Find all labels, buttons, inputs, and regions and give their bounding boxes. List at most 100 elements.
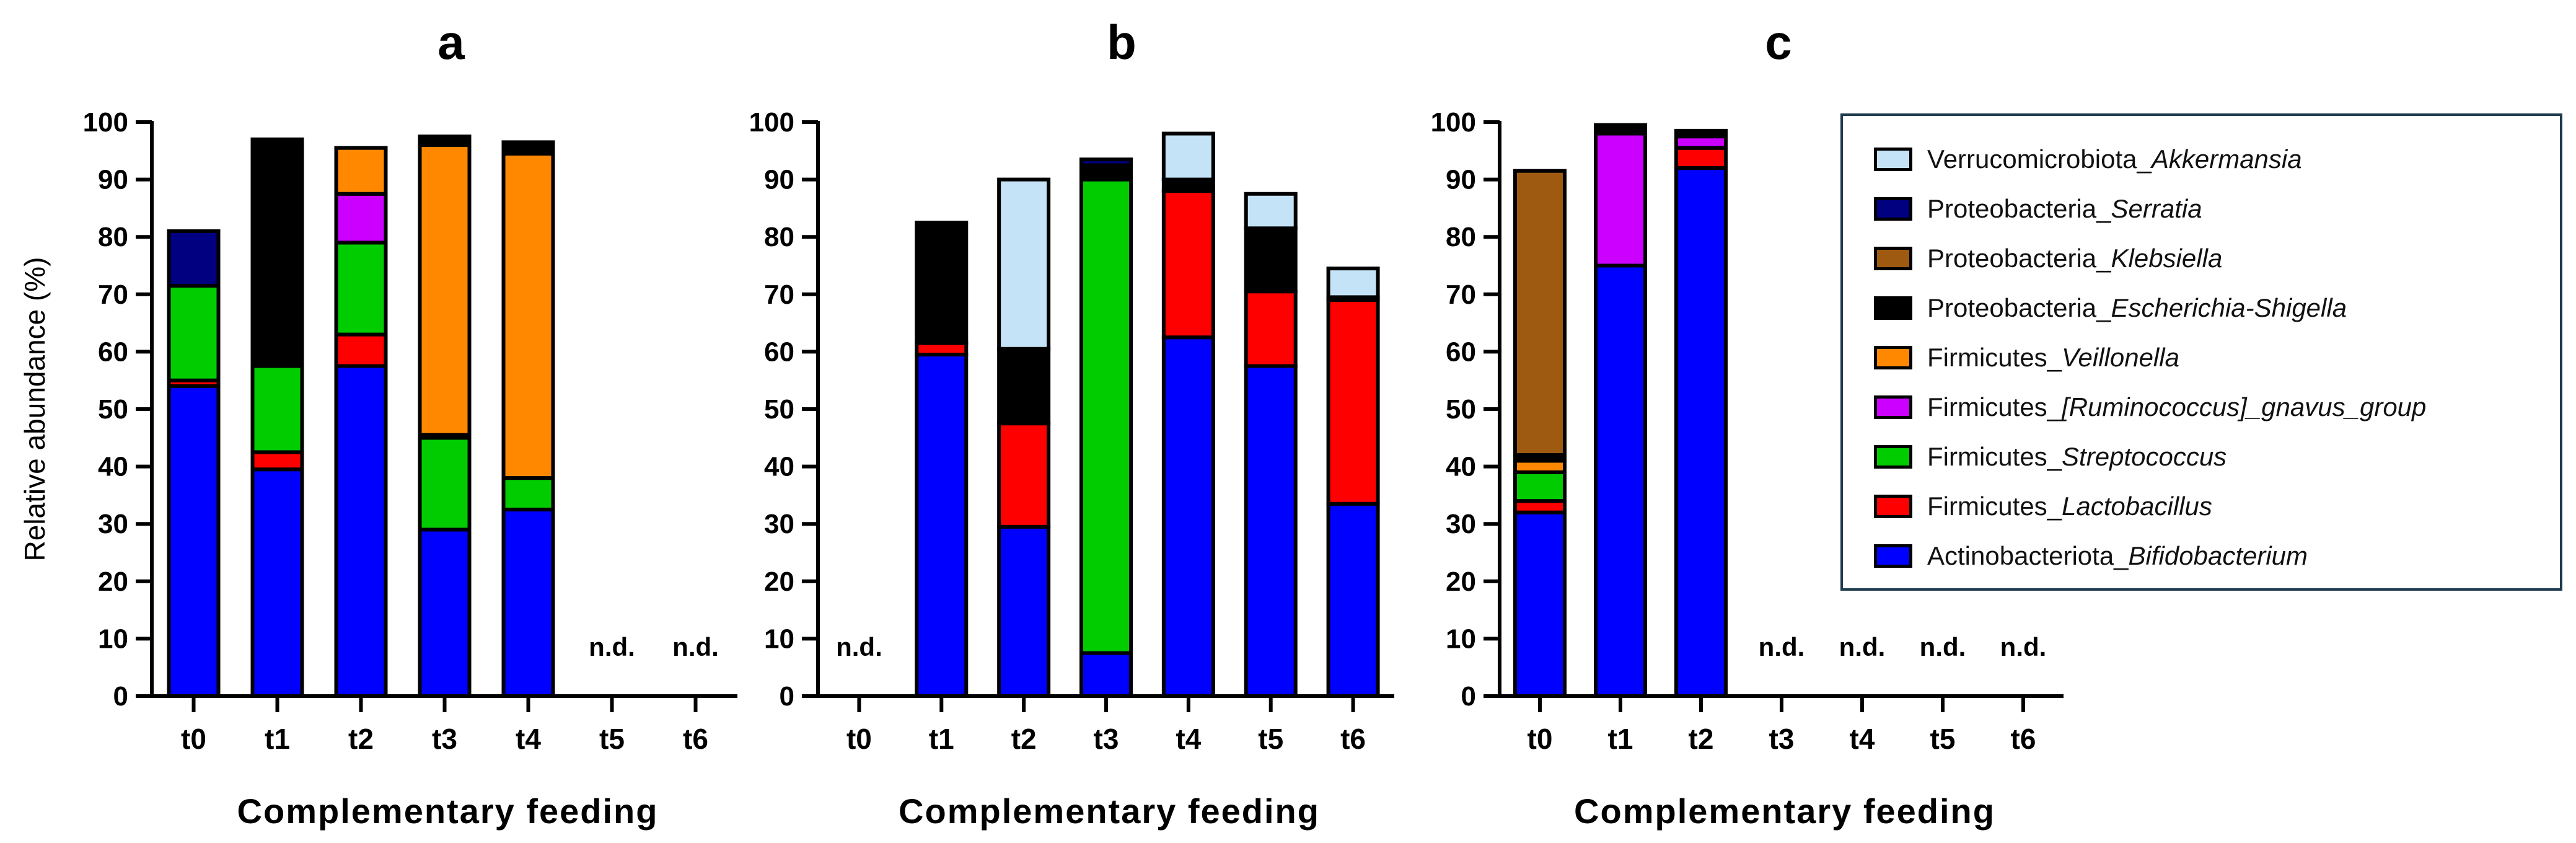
- bar-segment-serratia: [167, 229, 221, 288]
- bar-segment-bifidobacterium: [915, 353, 969, 698]
- bar-segment-veillonella: [501, 151, 555, 480]
- y-tick-label: 60: [1446, 337, 1476, 367]
- y-tick-label: 50: [98, 394, 128, 425]
- y-tick-label: 60: [98, 337, 128, 367]
- bar-segment-bifidobacterium: [1674, 166, 1728, 698]
- bar-segment-akkermansia: [997, 177, 1051, 351]
- bar-segment-bifidobacterium: [997, 524, 1051, 699]
- bar-segment-escherichia-shigella: [501, 140, 555, 156]
- bar-segment-veillonella: [418, 143, 472, 437]
- nd-label: n.d.: [1839, 632, 1886, 661]
- bar-segment-escherichia-shigella: [1079, 163, 1133, 182]
- x-tick-label: t0: [846, 723, 872, 755]
- x-tick-label: t4: [1850, 723, 1875, 755]
- stacked-bar-t5: [1244, 192, 1298, 698]
- bar-segment-bifidobacterium: [1244, 364, 1298, 698]
- y-tick-label: 10: [1446, 624, 1476, 654]
- bar-segment-bifidobacterium: [1594, 263, 1647, 698]
- legend-swatch: [1874, 148, 1912, 171]
- bar-segment-lactobacillus: [1244, 289, 1298, 368]
- y-tick-label: 70: [1446, 280, 1476, 310]
- x-tick-label: t3: [1769, 723, 1795, 755]
- x-tick-label: t1: [929, 723, 954, 755]
- bar-segment-akkermansia: [1326, 267, 1380, 299]
- bar-segment-streptococcus: [418, 436, 472, 532]
- legend-label: Proteobacteria_Klebsiella: [1927, 244, 2223, 273]
- y-tick-label: 20: [764, 567, 794, 597]
- x-tick-label: t5: [599, 723, 625, 755]
- y-tick-label: 50: [764, 394, 794, 425]
- legend-swatch: [1874, 247, 1912, 270]
- legend-label: Firmicutes_Streptococcus: [1927, 442, 2227, 471]
- legend-label: Proteobacteria_Serratia: [1927, 194, 2202, 223]
- bar-segment-streptococcus: [167, 283, 221, 382]
- x-tick-label: t6: [2011, 723, 2036, 755]
- stacked-bar-t1: [250, 137, 304, 698]
- stacked-bar-t1: [915, 221, 969, 698]
- bar-segment-bifidobacterium: [167, 384, 221, 699]
- x-axis-label: Complementary feeding: [1574, 792, 1995, 831]
- bar-segment-streptococcus: [250, 364, 304, 454]
- legend-item: Firmicutes_Streptococcus: [1874, 438, 2227, 475]
- panel-c: c 0 10 20 30 40 50 60 70 80 90 100 Complementary fee…: [1431, 15, 2064, 831]
- bar-segment-serratia: [1079, 157, 1133, 167]
- y-tick-label: 0: [1461, 681, 1476, 712]
- legend-label: Firmicutes_Lactobacillus: [1927, 492, 2212, 521]
- stacked-bar-t2: [997, 177, 1051, 699]
- legend-item: Firmicutes_Veillonella: [1874, 339, 2179, 376]
- bar-segment-escherichia-shigella: [1594, 123, 1647, 136]
- y-tick-label: 80: [1446, 222, 1476, 252]
- legend-swatch: [1874, 445, 1912, 469]
- legend-item: Actinobacteriota_Bifidobacterium: [1874, 537, 2308, 575]
- legend-swatch: [1874, 346, 1912, 369]
- bar-segment-bifidobacterium: [1079, 651, 1133, 699]
- stacked-bar-t6: [1326, 267, 1380, 698]
- bar-segment-lactobacillus: [1674, 146, 1728, 170]
- bar-segment-streptococcus: [501, 476, 555, 512]
- stacked-bar-t1: [1594, 123, 1647, 698]
- legend-item: Verrucomicrobiota_Akkermansia: [1874, 141, 2302, 178]
- stacked-bar-t2: [334, 146, 388, 698]
- x-tick-label: t5: [1930, 723, 1956, 755]
- panel-title: c: [1765, 15, 1791, 69]
- y-tick-label: 90: [764, 165, 794, 195]
- bar-segment--ruminococcus-gnavus-group: [334, 192, 388, 245]
- y-tick-label: 20: [1446, 567, 1476, 597]
- bar-segment-lactobacillus: [1326, 298, 1380, 506]
- nd-label: n.d.: [2000, 632, 2047, 661]
- x-tick-label: t0: [1528, 723, 1553, 755]
- legend-item: Proteobacteria_Serratia: [1874, 190, 2202, 227]
- x-axis-label: Complementary feeding: [899, 792, 1320, 831]
- y-tick-label: 0: [780, 681, 794, 712]
- bar-segment-escherichia-shigella: [1674, 128, 1728, 139]
- x-tick-label: t6: [1340, 723, 1366, 755]
- legend-label: Firmicutes_[Ruminococcus]_gnavus_group: [1927, 392, 2427, 422]
- y-tick-label: 10: [764, 624, 794, 654]
- bar-segment-escherichia-shigella: [250, 137, 304, 368]
- stacked-bar-t3: [1079, 157, 1133, 699]
- x-tick-label: t3: [432, 723, 457, 755]
- stacked-bar-t0: [1513, 169, 1567, 698]
- x-tick-label: t1: [265, 723, 290, 755]
- bar-segment-akkermansia: [1161, 131, 1215, 182]
- bar-segment-bifidobacterium: [501, 508, 555, 698]
- legend-swatch: [1874, 197, 1912, 221]
- bar-segment-lactobacillus: [250, 450, 304, 472]
- x-tick-label: t1: [1608, 723, 1633, 755]
- y-axis-label: Relative abundance (%): [19, 257, 51, 562]
- y-tick-label: 30: [764, 509, 794, 539]
- panel-title: b: [1107, 15, 1136, 69]
- nd-label: n.d.: [836, 632, 882, 661]
- y-tick-label: 60: [764, 337, 794, 367]
- x-tick-label: t2: [348, 723, 374, 755]
- y-tick-label: 90: [98, 165, 128, 195]
- legend-item: Proteobacteria_Klebsiella: [1874, 240, 2222, 277]
- bar-segment--ruminococcus-gnavus-group: [1594, 131, 1647, 268]
- stacked-bar-t3: [418, 135, 472, 699]
- panel-title: a: [437, 15, 465, 69]
- bar-segment-escherichia-shigella: [418, 135, 472, 148]
- nd-label: n.d.: [1759, 632, 1805, 661]
- bar-segment-bifidobacterium: [1161, 335, 1215, 698]
- bar-segment-streptococcus: [1513, 470, 1567, 503]
